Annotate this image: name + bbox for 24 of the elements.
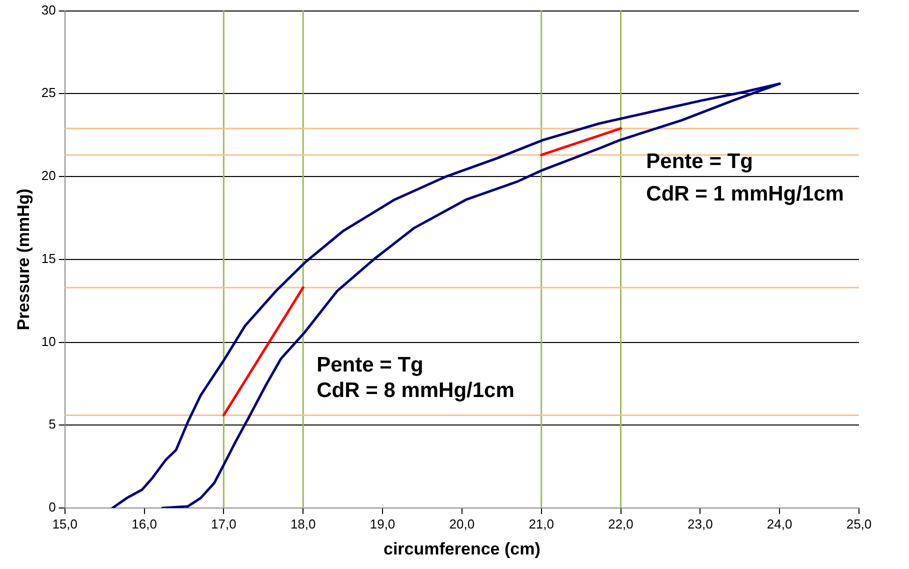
- x-axis-title: circumference (cm): [384, 539, 540, 558]
- annotation: Pente = Tg: [646, 150, 753, 174]
- x-tick-label: 23,0: [688, 516, 713, 532]
- annotation: CdR = 1 mmHg/1cm: [646, 182, 844, 206]
- x-tick-label: 16,0: [132, 516, 157, 532]
- x-tick-label: 18,0: [290, 516, 316, 532]
- y-axis-title: Pressure (mmHg): [14, 188, 33, 330]
- annotation: CdR = 8 mmHg/1cm: [316, 378, 514, 402]
- x-tick-label: 24,0: [766, 516, 792, 532]
- y-tick-label: 10: [41, 334, 56, 349]
- x-tick-label: 19,0: [370, 516, 396, 532]
- y-tick-label: 30: [41, 2, 56, 18]
- annotation: Pente = Tg: [316, 353, 424, 376]
- y-tick-label: 20: [41, 168, 56, 184]
- x-tick-label: 15,0: [52, 516, 78, 532]
- y-tick-label: 0: [48, 500, 56, 515]
- x-tick-label: 21,0: [528, 516, 554, 532]
- x-tick-label: 25,0: [846, 516, 872, 532]
- x-tick-label: 20,0: [449, 516, 475, 532]
- y-tick-label: 5: [48, 416, 56, 432]
- x-tick-label: 22,0: [608, 516, 634, 532]
- y-tick-label: 15: [41, 250, 56, 266]
- y-tick-label: 25: [41, 85, 56, 100]
- x-tick-label: 17,0: [211, 516, 236, 532]
